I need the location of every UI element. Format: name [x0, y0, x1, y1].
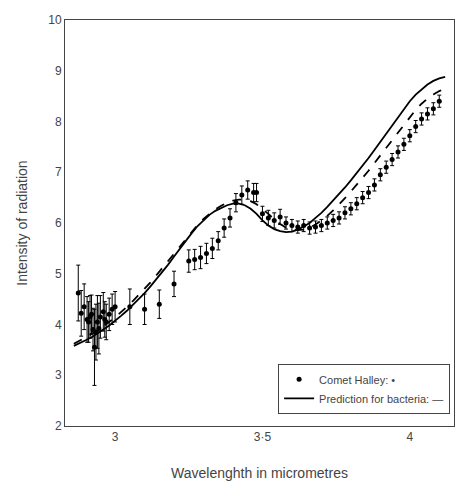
svg-text:8: 8: [55, 115, 62, 129]
svg-text:3: 3: [55, 368, 62, 382]
svg-text:5: 5: [55, 267, 62, 281]
svg-text:Comet Halley: •: Comet Halley: •: [319, 374, 395, 386]
svg-text:Intensity of radiation: Intensity of radiation: [14, 160, 30, 285]
svg-text:3: 3: [112, 430, 119, 444]
svg-text:4: 4: [406, 430, 413, 444]
svg-text:6: 6: [55, 216, 62, 230]
svg-text:10: 10: [48, 13, 62, 27]
svg-text:4: 4: [55, 318, 62, 332]
svg-text:3·5: 3·5: [254, 430, 272, 444]
svg-text:Wavelenghth in micrometres: Wavelenghth in micrometres: [171, 465, 348, 481]
svg-text:9: 9: [55, 64, 62, 78]
svg-text:2: 2: [55, 419, 62, 433]
svg-text:7: 7: [55, 165, 62, 179]
svg-text:Prediction for bacteria: —: Prediction for bacteria: —: [319, 393, 443, 405]
